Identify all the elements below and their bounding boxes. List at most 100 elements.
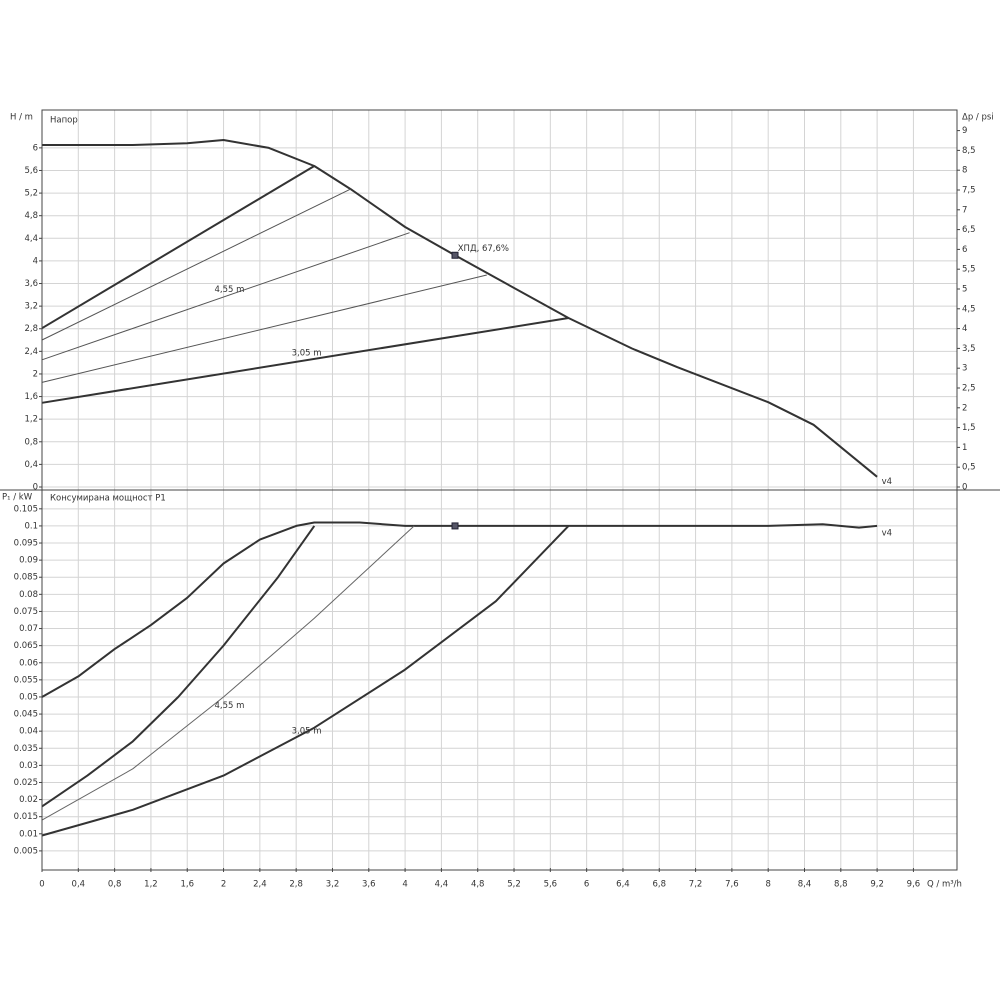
y-tick-label: 0.02 xyxy=(19,795,38,805)
y-tick-label: 0.045 xyxy=(14,710,38,720)
y-tick-label: 2,8 xyxy=(24,324,38,334)
y-tick-label: 0.075 xyxy=(14,607,38,617)
x-tick-label: 7,6 xyxy=(725,880,739,890)
y2-tick-label: 7,5 xyxy=(962,185,976,195)
y-tick-label: 0.03 xyxy=(19,761,38,771)
duty-point xyxy=(451,251,459,259)
x-tick-label: 0,4 xyxy=(72,880,86,890)
y-tick-label: 0.085 xyxy=(14,573,38,583)
curve xyxy=(41,188,351,341)
annotation: 4,55 m xyxy=(214,285,244,295)
x-tick-label: 0,8 xyxy=(108,880,122,890)
y-tick-label: 0.04 xyxy=(19,727,38,737)
x-tick-label: 9,2 xyxy=(870,880,884,890)
y-tick-label: 5,2 xyxy=(24,189,38,199)
y-tick-label: 0.1 xyxy=(24,521,38,531)
x-tick-label: 8,8 xyxy=(834,880,848,890)
x-tick-label: 6,8 xyxy=(652,880,666,890)
curve xyxy=(42,139,878,478)
y2-tick-label: 0 xyxy=(962,483,967,493)
y2-tick-label: 7 xyxy=(962,205,967,215)
curve xyxy=(41,274,487,383)
y2-tick-label: 3 xyxy=(962,364,967,374)
y-tick-label: 0.06 xyxy=(19,658,38,668)
annotation: v4 xyxy=(882,528,892,538)
duty-point xyxy=(451,522,459,530)
curve xyxy=(41,525,570,837)
x-tick-label: 1,2 xyxy=(144,880,158,890)
mark-layer xyxy=(41,139,878,837)
y-tick-label: 0.055 xyxy=(14,675,38,685)
y-tick-label: 0.08 xyxy=(19,590,38,600)
panel-title: Консумирана мощност P1 xyxy=(50,494,166,504)
y2-tick-label: 2,5 xyxy=(962,383,976,393)
y2-tick-label: 1 xyxy=(962,443,967,453)
y-tick-label: 4,4 xyxy=(24,234,38,244)
y-tick-label: 0.005 xyxy=(14,846,38,856)
y-tick-label: 5,6 xyxy=(24,166,38,176)
y2-tick-label: 3,5 xyxy=(962,344,976,354)
y2-tick-label: 4,5 xyxy=(962,304,976,314)
curve xyxy=(41,525,316,808)
y-tick-label: 0.095 xyxy=(14,539,38,549)
x-tick-label: 0 xyxy=(39,880,44,890)
y2-tick-label: 6,5 xyxy=(962,225,976,235)
x-tick-label: 7,2 xyxy=(689,880,703,890)
x-tick-label: 3,2 xyxy=(326,880,340,890)
grid-layer xyxy=(41,110,957,868)
y2-tick-label: 0,5 xyxy=(962,463,976,473)
y2-tick-label: 4 xyxy=(962,324,967,334)
annotation: 3,05 m xyxy=(292,727,322,737)
curve xyxy=(41,317,569,404)
y2-tick-label: 2 xyxy=(962,403,967,413)
y-tick-label: 0.065 xyxy=(14,641,38,651)
panel-title: Напор xyxy=(50,116,78,126)
y-axis-label: P₁ / kW xyxy=(2,493,33,503)
curve xyxy=(41,525,415,821)
y-tick-label: 0 xyxy=(33,483,38,493)
x-tick-label: 9,6 xyxy=(907,880,921,890)
annotation: 3,05 m xyxy=(292,349,322,359)
y2-tick-label: 9 xyxy=(962,126,967,136)
y-tick-label: 0,8 xyxy=(24,437,38,447)
y2-tick-label: 1,5 xyxy=(962,423,976,433)
curve xyxy=(41,521,878,698)
x-tick-label: 6,4 xyxy=(616,880,630,890)
x-tick-label: 6 xyxy=(584,880,589,890)
y2-tick-label: 8 xyxy=(962,166,967,176)
x-tick-label: 4,4 xyxy=(435,880,449,890)
x-tick-label: 2 xyxy=(221,880,226,890)
y-tick-label: 0,4 xyxy=(24,460,38,470)
y-axis-label: H / m xyxy=(10,113,33,123)
x-tick-label: 3,6 xyxy=(362,880,376,890)
x-tick-label: 2,4 xyxy=(253,880,267,890)
x-tick-label: 1,6 xyxy=(180,880,194,890)
y2-tick-label: 5,5 xyxy=(962,265,976,275)
x-tick-label: 8 xyxy=(765,880,770,890)
y-tick-label: 4,8 xyxy=(24,211,38,221)
y-tick-label: 1,2 xyxy=(24,415,38,425)
y2-tick-label: 6 xyxy=(962,245,967,255)
curve xyxy=(41,232,410,361)
y-tick-label: 2,4 xyxy=(24,347,38,357)
x-tick-label: 8,4 xyxy=(798,880,812,890)
y-tick-label: 0.07 xyxy=(19,624,38,634)
y2-tick-label: 8,5 xyxy=(962,146,976,156)
y-tick-label: 0.01 xyxy=(19,829,38,839)
y-tick-label: 0.05 xyxy=(19,692,38,702)
annotation: ХПД, 67,6% xyxy=(458,244,509,254)
y-tick-label: 2 xyxy=(33,369,38,379)
y-tick-label: 6 xyxy=(33,143,38,153)
x-tick-label: 4 xyxy=(402,880,407,890)
y2-axis-label: Δp / psi xyxy=(962,113,994,123)
annotation: v4 xyxy=(882,477,892,487)
y-tick-label: 4 xyxy=(33,256,38,266)
y-tick-label: 0.035 xyxy=(14,744,38,754)
y-tick-label: 3,6 xyxy=(24,279,38,289)
y-tick-label: 0.105 xyxy=(14,504,38,514)
x-tick-label: 5,2 xyxy=(507,880,521,890)
x-axis-label: Q / m³/h xyxy=(927,880,962,890)
x-tick-label: 2,8 xyxy=(289,880,303,890)
x-tick-label: 4,8 xyxy=(471,880,485,890)
